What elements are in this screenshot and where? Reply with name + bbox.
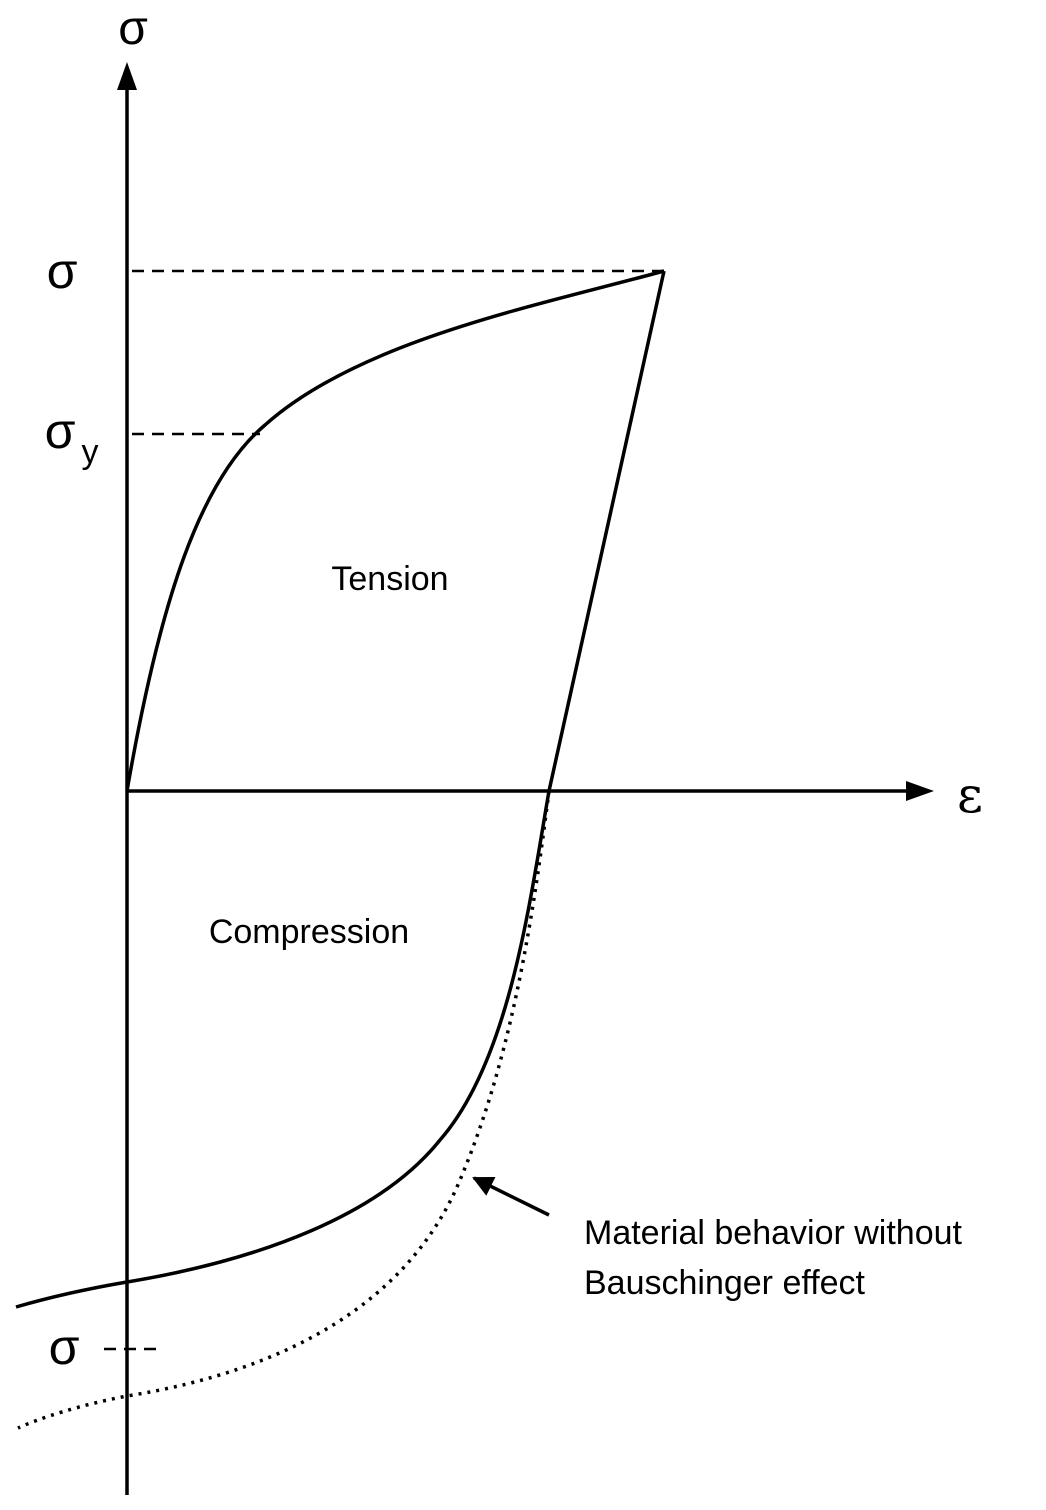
strain-axis-arrowhead bbox=[906, 781, 934, 801]
annotation-line-2: Bauschinger effect bbox=[584, 1264, 866, 1302]
tension-region-label: Tension bbox=[331, 560, 448, 598]
unloading-line bbox=[547, 270, 666, 792]
yield-stress-label: σ bbox=[45, 403, 76, 459]
annotation-arrow bbox=[472, 1176, 550, 1217]
compression-region-label: Compression bbox=[209, 913, 409, 951]
reverse-stress-label: σ bbox=[49, 1319, 80, 1375]
annotation-line-1: Material behavior without bbox=[584, 1214, 963, 1252]
stress-axis-label: σ bbox=[118, 2, 148, 55]
strain-axis-label: ε bbox=[957, 766, 983, 824]
reverse-loading-curve bbox=[15, 790, 551, 1309]
yield-stress-subscript: y bbox=[82, 433, 99, 471]
no-bauschinger-curve bbox=[17, 790, 551, 1430]
stress-axis-arrowhead bbox=[117, 62, 137, 90]
tension-loading-curve bbox=[125, 269, 665, 792]
max-stress-label: σ bbox=[47, 243, 78, 299]
